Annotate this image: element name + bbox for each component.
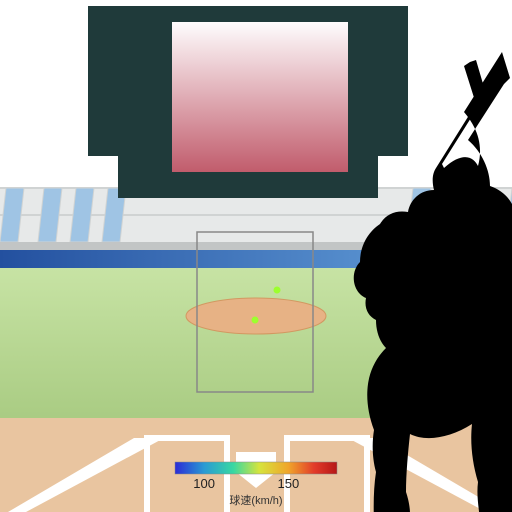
pitch-marker bbox=[252, 317, 259, 324]
speed-colorbar bbox=[175, 462, 337, 474]
speed-tick-label: 100 bbox=[193, 476, 215, 491]
scoreboard-screen bbox=[172, 22, 348, 172]
speed-unit-label: 球速(km/h) bbox=[229, 493, 282, 507]
svg-canvas: 100 150 球速(km/h) bbox=[0, 0, 512, 512]
pitch-marker bbox=[274, 287, 281, 294]
speed-tick-label: 150 bbox=[278, 476, 300, 491]
pitch-location-figure: 100 150 球速(km/h) bbox=[0, 0, 512, 512]
